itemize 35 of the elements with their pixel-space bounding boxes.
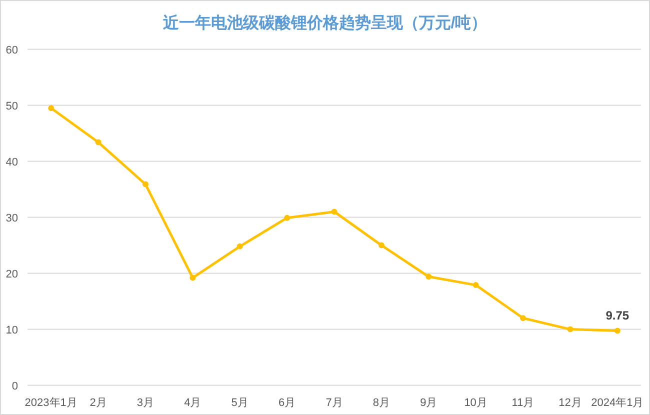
y-tick-label: 60	[6, 44, 18, 56]
y-tick-label: 50	[6, 100, 18, 112]
x-tick-label: 8月	[372, 397, 390, 409]
point	[284, 214, 290, 221]
point	[190, 274, 196, 281]
point	[567, 326, 574, 332]
point	[520, 315, 526, 322]
point	[48, 105, 54, 112]
point	[378, 242, 384, 248]
y-tick-label: 20	[6, 268, 18, 280]
point	[236, 243, 243, 250]
data-label: 9.75	[606, 308, 630, 323]
point	[95, 139, 102, 146]
x-tick-label: 10月	[464, 397, 488, 409]
point	[331, 208, 338, 215]
y-tick-label: 10	[6, 324, 18, 336]
x-tick-label: 2023年1月	[24, 397, 78, 409]
y-tick-label: 40	[6, 156, 18, 168]
x-tick-label: 12月	[558, 397, 582, 409]
x-tick-label: 2024年1月	[591, 397, 644, 409]
x-tick-label: 6月	[278, 397, 296, 409]
point	[472, 282, 479, 288]
x-tick-label: 4月	[184, 397, 202, 409]
point	[142, 181, 148, 188]
point	[614, 328, 620, 334]
y-tick-label: 30	[6, 212, 18, 224]
point	[426, 274, 432, 280]
x-tick-label: 5月	[231, 397, 248, 409]
x-tick-label: 7月	[326, 397, 343, 409]
chart-title: 近一年电池级碳酸锂价格趋势呈现（万元/吨）	[162, 14, 488, 32]
x-tick-label: 9月	[420, 397, 438, 409]
x-tick-label: 2月	[90, 397, 107, 409]
x-tick-label: 11月	[512, 397, 534, 409]
y-tick-label: 0	[12, 380, 18, 392]
x-tick-label: 3月	[136, 397, 154, 409]
